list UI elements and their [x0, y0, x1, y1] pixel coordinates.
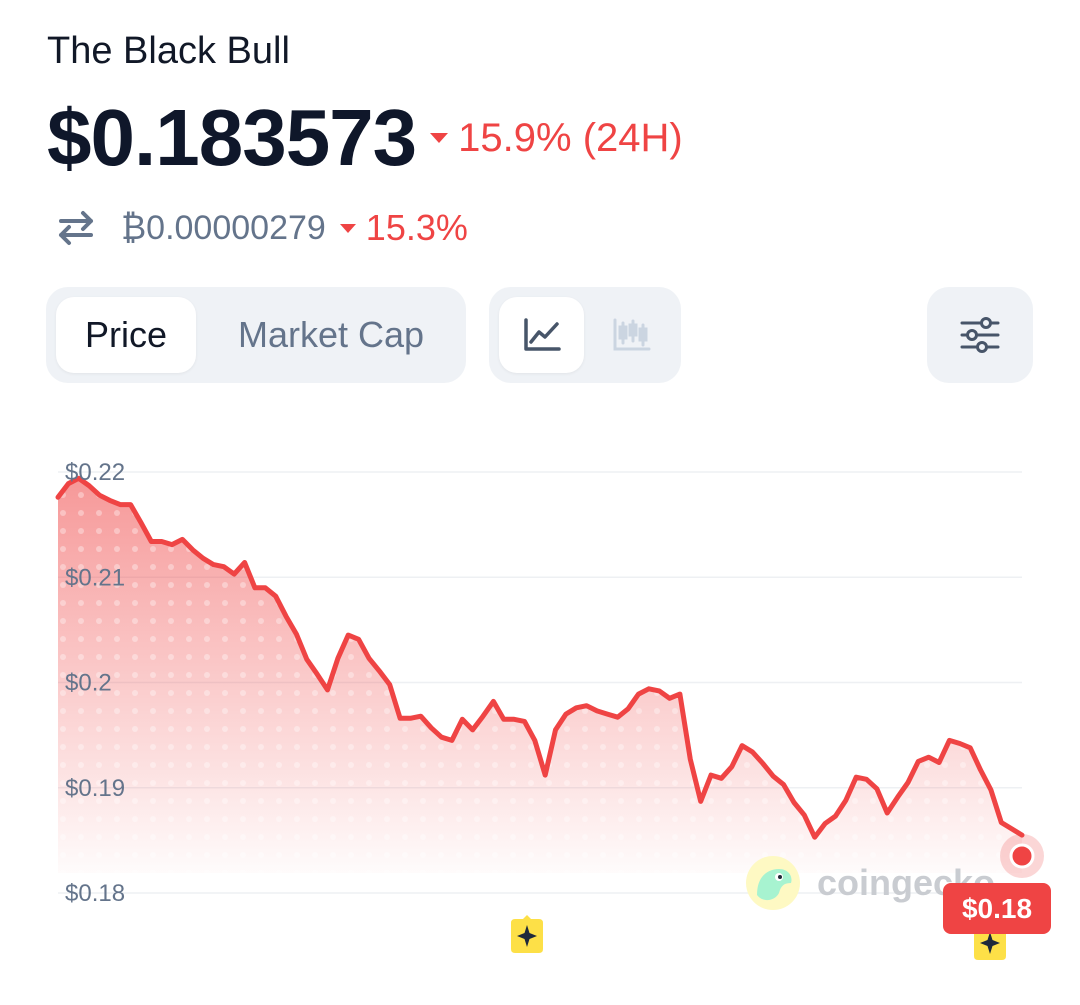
sparkle-event-icon[interactable] — [505, 913, 549, 957]
y-axis-ticks: $0.22 $0.21 $0.2 $0.19 $0.18 — [65, 459, 125, 907]
chart-settings-button[interactable] — [927, 287, 1033, 383]
coingecko-watermark: coingecko — [745, 855, 995, 911]
candlestick-chart-icon — [613, 318, 650, 351]
candlestick-chart-button[interactable] — [589, 297, 674, 373]
price-line — [55, 475, 1025, 840]
gecko-logo-icon — [746, 856, 800, 910]
caret-down-icon — [430, 133, 449, 143]
btc-price-row: ₿0.00000279 15.3% — [55, 200, 468, 256]
coin-name: The Black Bull — [47, 30, 290, 72]
price-chart[interactable]: $0.22 $0.21 $0.2 $0.19 $0.18 — [0, 420, 1080, 1005]
chart-type-toggle — [489, 287, 681, 383]
current-price-tag: $0.18 — [943, 883, 1051, 934]
swap-arrows-icon[interactable] — [55, 207, 97, 249]
price-change-text: 15.9% (24H) — [458, 115, 683, 160]
tab-price[interactable]: Price — [56, 297, 196, 373]
line-chart-icon — [523, 318, 561, 351]
y-tick-label: $0.19 — [65, 775, 125, 802]
btc-change-text: 15.3% — [365, 207, 468, 248]
area-dot-texture — [58, 478, 1022, 873]
tab-market-cap[interactable]: Market Cap — [237, 314, 425, 355]
metric-toggle: Price Market Cap — [46, 287, 466, 383]
btc-change: 15.3% — [339, 207, 468, 249]
price-change-24h: 15.9% (24H) — [430, 116, 683, 161]
y-tick-label: $0.2 — [65, 670, 112, 697]
y-tick-label: $0.18 — [65, 880, 125, 907]
y-tick-label: $0.22 — [65, 459, 125, 486]
sliders-icon — [960, 317, 1000, 353]
y-tick-label: $0.21 — [65, 564, 125, 591]
current-price: $0.183573 — [47, 93, 417, 182]
line-chart-button[interactable] — [499, 297, 584, 373]
btc-price: ₿0.00000279 — [121, 208, 326, 247]
current-point[interactable] — [1009, 843, 1035, 869]
price-row: $0.183573 15.9% (24H) — [47, 92, 683, 184]
caret-down-icon — [339, 223, 356, 233]
